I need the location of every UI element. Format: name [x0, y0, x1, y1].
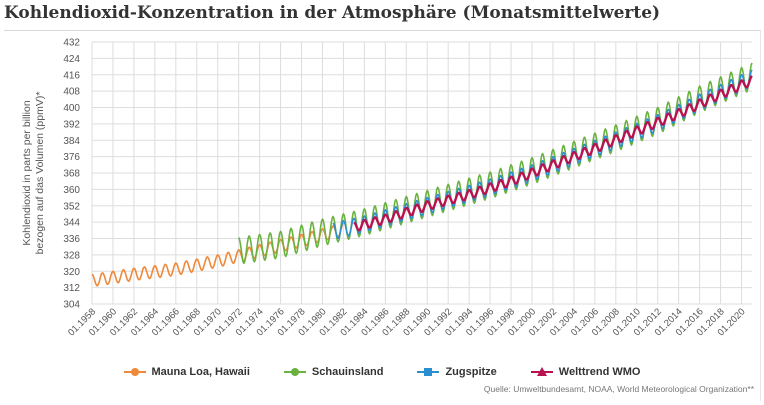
- legend-item-mauna-loa[interactable]: Mauna Loa, Hawaii: [123, 366, 250, 378]
- page-title: Kohlendioxid-Konzentration in der Atmosp…: [4, 3, 661, 23]
- y-tick-label: 432: [63, 38, 80, 49]
- series-schauinsland: [237, 62, 753, 265]
- grid-lines: [91, 41, 752, 305]
- y-tick-label: 328: [63, 250, 80, 261]
- legend: Mauna Loa, Hawaii Schauinsland Zugspitze…: [0, 366, 764, 378]
- legend-item-welttrend[interactable]: Welttrend WMO: [530, 366, 641, 378]
- y-tick-label: 360: [63, 185, 80, 196]
- source-note: Quelle: Umweltbundesamt, NOAA, World Met…: [483, 384, 754, 394]
- y-axis-label-line2: bezogen auf das Volumen (ppmV)*: [34, 92, 46, 255]
- circle-marker-icon: [283, 368, 306, 376]
- y-tick-label: 336: [63, 234, 80, 245]
- y-tick-label: 384: [63, 136, 80, 147]
- y-axis-label-line1: Kohlendioxid in parts per billion: [21, 100, 33, 245]
- y-tick-label: 400: [63, 103, 80, 114]
- x-tick-labels: 01.195801.196001.196201.196401.196601.19…: [66, 306, 748, 338]
- legend-label: Welttrend WMO: [558, 366, 641, 378]
- series-lines: [91, 62, 753, 287]
- series-welttrend: [353, 75, 753, 232]
- y-tick-label: 416: [63, 70, 80, 81]
- y-tick-label: 424: [63, 54, 80, 65]
- legend-item-schauinsland[interactable]: Schauinsland: [283, 366, 384, 378]
- legend-label: Schauinsland: [311, 366, 384, 378]
- y-tick-label: 320: [63, 267, 80, 278]
- y-tick-label: 408: [63, 87, 80, 98]
- series-mauna-loa: [91, 222, 345, 287]
- y-tick-label: 352: [63, 201, 80, 212]
- chart-frame: [4, 30, 761, 401]
- y-tick-label: 392: [63, 119, 80, 130]
- y-tick-label: 312: [63, 283, 80, 294]
- legend-label: Mauna Loa, Hawaii: [151, 366, 250, 378]
- y-tick-label: 376: [63, 152, 80, 163]
- y-tick-label: 304: [63, 300, 80, 311]
- y-tick-label: 368: [63, 169, 80, 180]
- legend-label: Zugspitze: [445, 366, 497, 378]
- square-marker-icon: [417, 368, 440, 376]
- y-tick-labels: 304 312 320 328 336 344 352 360 368 376 384 392 400 4…: [63, 38, 80, 311]
- circle-marker-icon: [123, 368, 146, 376]
- legend-item-zugspitze[interactable]: Zugspitze: [417, 366, 497, 378]
- y-tick-label: 344: [63, 218, 80, 229]
- triangle-marker-icon: [530, 367, 553, 376]
